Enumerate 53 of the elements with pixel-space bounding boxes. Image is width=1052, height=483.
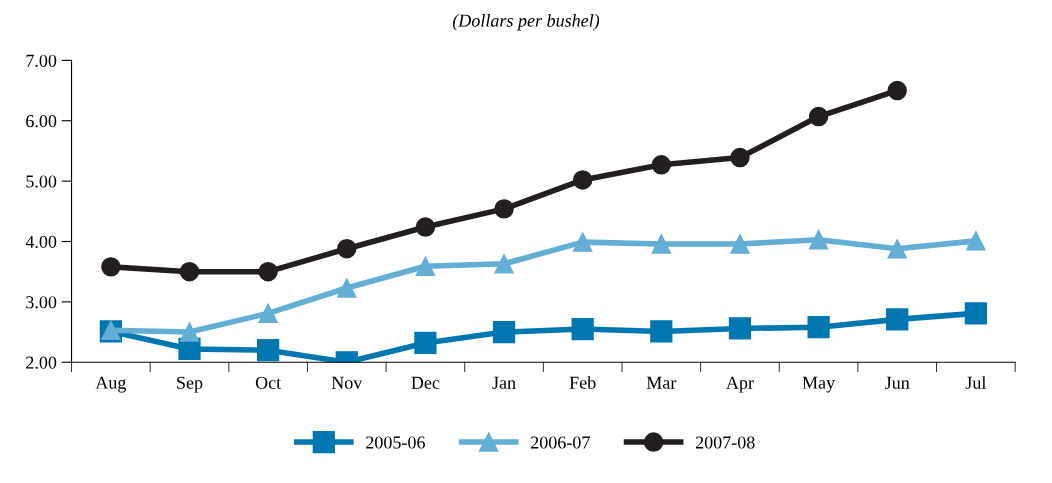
y-tick-label: 4.00 (25, 235, 57, 249)
y-tick-label: 5.00 (26, 175, 57, 188)
point (572, 170, 593, 190)
point (101, 257, 121, 277)
point (179, 261, 200, 282)
point (258, 303, 278, 324)
point (887, 239, 907, 259)
x-tick-label: Oct (255, 376, 282, 389)
x-tick-label: Mar (646, 376, 677, 389)
point (494, 254, 514, 274)
point (964, 302, 987, 325)
point (414, 331, 437, 355)
point (258, 261, 278, 282)
x-tick-label: Jan (492, 376, 516, 389)
legend-label: 2006-07 (531, 436, 590, 449)
x-tick-label: Dec (411, 376, 440, 389)
point (728, 317, 752, 340)
point (415, 217, 436, 237)
legend-label: 2007-08 (695, 436, 755, 449)
point (492, 320, 516, 344)
point (257, 339, 280, 362)
point (572, 232, 593, 252)
point (650, 320, 673, 343)
y-tick-label: 2.00 (26, 356, 57, 369)
x-tick-label: May (802, 376, 836, 393)
chart-subtitle: (Dollars per bushel) (452, 14, 600, 31)
point (808, 229, 829, 250)
legend-label: 2005-06 (366, 436, 425, 449)
point (966, 231, 986, 251)
point (571, 317, 594, 341)
point (808, 106, 829, 127)
x-tick-label: Aug (95, 376, 127, 393)
point (494, 199, 514, 219)
y-tick-label: 3.00 (26, 296, 57, 309)
point (807, 316, 830, 339)
point (651, 155, 672, 175)
x-tick-label: Jun (885, 376, 910, 389)
point (337, 278, 357, 298)
point (337, 239, 357, 259)
y-tick-label: 7.00 (26, 54, 57, 67)
y-tick-label: 6.00 (26, 115, 57, 128)
point (730, 147, 750, 168)
point (886, 308, 909, 331)
x-tick-label: Apr (726, 376, 754, 393)
x-tick-label: Feb (569, 376, 596, 389)
point (179, 322, 200, 342)
x-tick-label: Sep (177, 376, 203, 393)
point (415, 256, 436, 276)
x-tick-label: Jul (965, 376, 987, 389)
point (887, 80, 907, 101)
point (651, 234, 672, 254)
point (730, 234, 750, 254)
x-tick-label: Nov (331, 376, 363, 389)
